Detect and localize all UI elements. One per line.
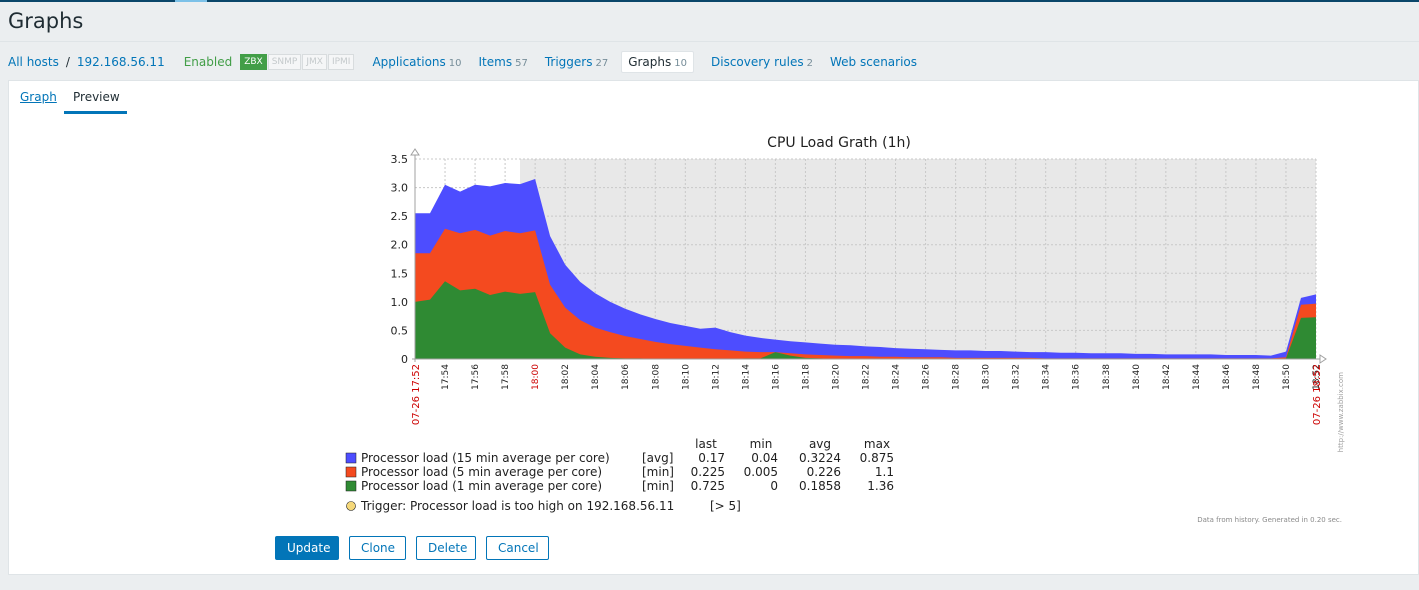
nav-triggers-count: 27: [595, 58, 609, 69]
tab-preview[interactable]: Preview: [73, 90, 120, 104]
header-divider: [0, 41, 1419, 42]
update-button[interactable]: Update: [275, 536, 339, 560]
zbx-badge: ZBX: [240, 54, 267, 70]
nav-discovery-rules-count: 2: [806, 58, 813, 69]
cancel-button[interactable]: Cancel: [486, 536, 549, 560]
nav-applications-label: Applications: [372, 55, 446, 69]
page-title: Graphs: [8, 9, 84, 33]
delete-button[interactable]: Delete: [416, 536, 476, 560]
nav-applications[interactable]: Applications 10: [372, 55, 461, 69]
top-bar-indicator: [175, 0, 207, 2]
breadcrumb-separator: /: [65, 55, 70, 69]
nav-items-count: 57: [515, 58, 528, 69]
nav-items-label: Items: [478, 55, 513, 69]
nav-discovery-rules[interactable]: Discovery rules 2: [711, 55, 813, 69]
nav-graphs-label: Graphs: [628, 55, 672, 69]
nav-web-scenarios[interactable]: Web scenarios: [830, 55, 917, 69]
tab-graph[interactable]: Graph: [20, 90, 57, 104]
nav-applications-count: 10: [448, 58, 462, 69]
host-navigation: All hosts / 192.168.56.11 Enabled ZBX SN…: [8, 50, 917, 74]
all-hosts-link[interactable]: All hosts: [8, 55, 59, 69]
jmx-badge: JMX: [302, 54, 327, 70]
nav-triggers[interactable]: Triggers 27: [545, 55, 608, 69]
nav-web-scenarios-label: Web scenarios: [829, 55, 918, 69]
active-tab-indicator: [64, 111, 127, 114]
availability-badges: ZBX SNMP JMX IPMI: [240, 54, 355, 70]
nav-triggers-label: Triggers: [544, 55, 593, 69]
top-bar: [0, 0, 1419, 2]
tab-bar: Graph Preview: [9, 81, 1418, 114]
nav-items[interactable]: Items 57: [479, 55, 528, 69]
snmp-badge: SNMP: [267, 54, 302, 70]
clone-button[interactable]: Clone: [349, 536, 406, 560]
content-panel: Graph Preview: [8, 80, 1419, 575]
nav-graphs-count: 10: [674, 58, 687, 69]
page-footer: [0, 575, 1419, 590]
nav-discovery-rules-label: Discovery rules: [711, 55, 804, 69]
host-status[interactable]: Enabled: [183, 55, 233, 69]
host-link[interactable]: 192.168.56.11: [76, 55, 165, 69]
ipmi-badge: IPMI: [327, 54, 355, 70]
nav-graphs[interactable]: Graphs 10: [621, 51, 694, 73]
